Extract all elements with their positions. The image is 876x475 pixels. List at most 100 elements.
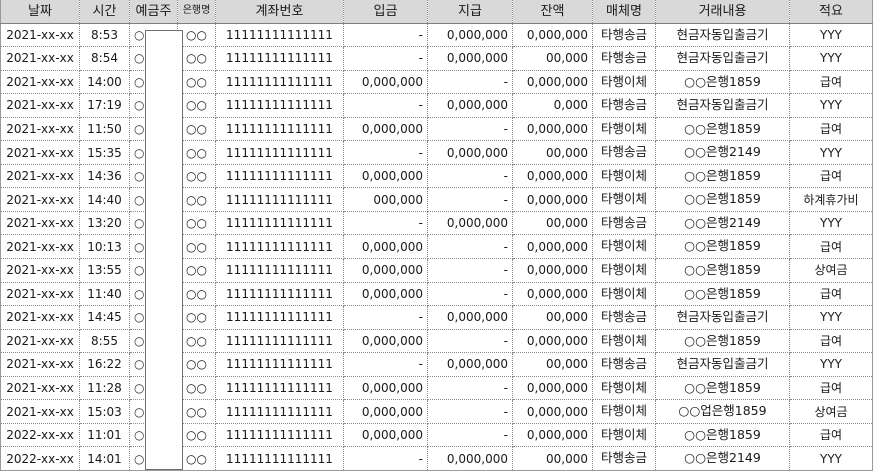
table-row[interactable]: 2021-xx-xx 16:22 ○ ○○ 11111111111111-0,000,0… [0,352,873,377]
memo-cell[interactable]: 급여 [789,282,873,307]
date-cell[interactable]: 2021-xx-xx [0,329,80,354]
description-cell[interactable]: ○○은행2149 [655,446,790,471]
header-balance[interactable]: 잔액 [512,0,593,24]
withdrawal-cell[interactable]: 0,000,000 [427,46,513,71]
bank-name-cell[interactable]: ○○ [177,329,216,354]
medium-cell[interactable]: 타행이체 [592,117,656,142]
date-cell[interactable]: 2021-xx-xx [0,211,80,236]
medium-cell[interactable]: 타행송금 [592,23,656,48]
bank-name-cell[interactable]: ○○ [177,23,216,48]
bank-name-cell[interactable]: ○○ [177,423,216,448]
time-cell[interactable]: 14:40 [79,187,130,212]
bank-name-cell[interactable]: ○○ [177,117,216,142]
table-row[interactable]: 2021-xx-xx 8:55 ○ ○○ 11111111111111 0,000,000… [0,329,873,354]
table-row[interactable]: 2021-xx-xx 8:53 ○ ○○ 11111111111111-0,000,00… [0,23,873,48]
account-number-cell[interactable]: 11111111111111 [215,93,344,118]
header-deposit[interactable]: 입금 [343,0,428,24]
medium-cell[interactable]: 타행송금 [592,140,656,165]
deposit-cell[interactable]: - [343,446,428,471]
header-account[interactable]: 계좌번호 [215,0,344,24]
deposit-cell[interactable]: - [343,23,428,48]
description-cell[interactable]: ○○은행1859 [655,70,790,95]
deposit-cell[interactable]: 0,000,000 [343,70,428,95]
header-date[interactable]: 날짜 [0,0,80,24]
time-cell[interactable]: 10:13 [79,234,130,260]
account-number-cell[interactable]: 11111111111111 [215,140,344,165]
description-cell[interactable]: ○○업은행1859 [655,399,790,424]
time-cell[interactable]: 16:22 [79,352,130,377]
table-row[interactable]: 2021-xx-xx 17:19 ○ ○○ 11111111111111-0,000,0… [0,93,873,118]
table-row[interactable]: 2022-xx-xx 14:01 ○ ○○ 11111111111111-0,000,0… [0,446,873,471]
balance-cell[interactable]: 0,000,000 [512,187,593,212]
withdrawal-cell[interactable]: 0,000,000 [427,446,513,471]
time-cell[interactable]: 15:35 [79,140,130,165]
deposit-cell[interactable]: 0,000,000 [343,234,428,260]
header-medium[interactable]: 매체명 [592,0,656,24]
description-cell[interactable]: ○○은행1859 [655,423,790,448]
deposit-cell[interactable]: 0,000,000 [343,329,428,354]
table-row[interactable]: 2021-xx-xx 11:50 ○ ○○ 11111111111111 0,000,00… [0,117,873,142]
deposit-cell[interactable]: 0,000,000 [343,399,428,424]
account-number-cell[interactable]: 11111111111111 [215,423,344,448]
account-number-cell[interactable]: 11111111111111 [215,446,344,471]
bank-name-cell[interactable]: ○○ [177,46,216,71]
account-number-cell[interactable]: 11111111111111 [215,23,344,48]
header-memo[interactable]: 적요 [789,0,873,24]
withdrawal-cell[interactable]: 0,000,000 [427,211,513,236]
date-cell[interactable]: 2021-xx-xx [0,258,80,283]
table-row[interactable]: 2021-xx-xx 8:54 ○ ○○ 11111111111111-0,000,00… [0,46,873,71]
withdrawal-cell[interactable]: 0,000,000 [427,93,513,118]
date-cell[interactable]: 2021-xx-xx [0,352,80,377]
time-cell[interactable]: 8:53 [79,23,130,48]
time-cell[interactable]: 8:55 [79,329,130,354]
memo-cell[interactable]: 급여 [789,117,873,142]
account-number-cell[interactable]: 11111111111111 [215,117,344,142]
description-cell[interactable]: 현금자동입출금기 [655,305,790,330]
table-row[interactable]: 2021-xx-xx 13:55 ○ ○○ 11111111111111 0,000,00… [0,258,873,283]
date-cell[interactable]: 2021-xx-xx [0,117,80,142]
account-number-cell[interactable]: 11111111111111 [215,70,344,95]
balance-cell[interactable]: 0,000,000 [512,258,593,283]
time-cell[interactable]: 11:40 [79,282,130,307]
medium-cell[interactable]: 타행이체 [592,234,656,260]
account-number-cell[interactable]: 11111111111111 [215,352,344,377]
withdrawal-cell[interactable]: - [427,164,513,189]
memo-cell[interactable]: 상여금 [789,258,873,283]
bank-name-cell[interactable]: ○○ [177,70,216,95]
balance-cell[interactable]: 00,000 [512,446,593,471]
deposit-cell[interactable]: 000,000 [343,187,428,212]
withdrawal-cell[interactable]: - [427,282,513,307]
deposit-cell[interactable]: - [343,211,428,236]
date-cell[interactable]: 2022-xx-xx [0,423,80,448]
withdrawal-cell[interactable]: - [427,399,513,424]
header-description[interactable]: 거래내용 [655,0,790,24]
table-row[interactable]: 2021-xx-xx 14:00 ○ ○○ 11111111111111 0,000,00… [0,70,873,95]
description-cell[interactable]: ○○은행1859 [655,376,790,401]
table-row[interactable]: 2021-xx-xx 14:45 ○ ○○ 11111111111111-0,000,0… [0,305,873,330]
withdrawal-cell[interactable]: - [427,423,513,448]
bank-name-cell[interactable]: ○○ [177,258,216,283]
deposit-cell[interactable]: - [343,305,428,330]
medium-cell[interactable]: 타행이체 [592,258,656,283]
description-cell[interactable]: ○○은행1859 [655,187,790,212]
date-cell[interactable]: 2021-xx-xx [0,93,80,118]
time-cell[interactable]: 11:01 [79,423,130,448]
description-cell[interactable]: ○○은행1859 [655,234,790,260]
medium-cell[interactable]: 타행송금 [592,93,656,118]
table-row[interactable]: 2021-xx-xx 15:03 ○ ○○ 11111111111111 0,000,00… [0,399,873,424]
withdrawal-cell[interactable]: - [427,117,513,142]
time-cell[interactable]: 13:55 [79,258,130,283]
bank-name-cell[interactable]: ○○ [177,352,216,377]
memo-cell[interactable]: 상여금 [789,399,873,424]
bank-name-cell[interactable]: ○○ [177,164,216,189]
time-cell[interactable]: 17:19 [79,93,130,118]
time-cell[interactable]: 14:00 [79,70,130,95]
description-cell[interactable]: 현금자동입출금기 [655,23,790,48]
medium-cell[interactable]: 타행이체 [592,329,656,354]
deposit-cell[interactable]: - [343,46,428,71]
memo-cell[interactable]: 급여 [789,234,873,260]
balance-cell[interactable]: 00,000 [512,352,593,377]
memo-cell[interactable]: 급여 [789,70,873,95]
medium-cell[interactable]: 타행송금 [592,446,656,471]
balance-cell[interactable]: 0,000,000 [512,423,593,448]
